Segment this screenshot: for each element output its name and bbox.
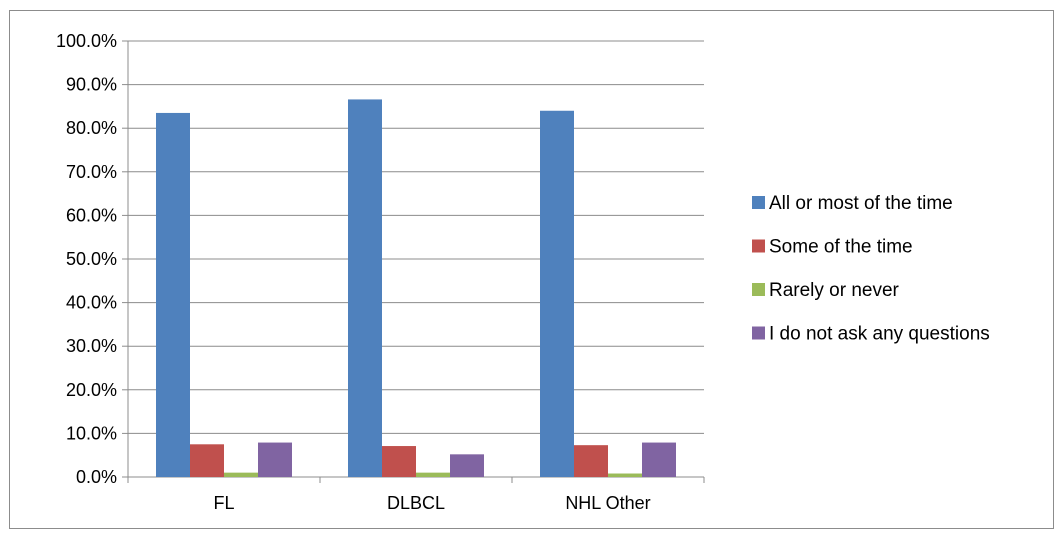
y-tick-label: 90.0% bbox=[66, 75, 117, 95]
bar bbox=[416, 472, 450, 477]
legend-label: All or most of the time bbox=[769, 193, 953, 214]
y-tick-label: 70.0% bbox=[66, 162, 117, 182]
y-tick-label: 30.0% bbox=[66, 336, 117, 356]
bars bbox=[156, 99, 676, 477]
legend-label: I do not ask any questions bbox=[769, 324, 990, 345]
y-tick-label: 80.0% bbox=[66, 118, 117, 138]
bar bbox=[156, 112, 190, 477]
bar bbox=[258, 442, 292, 477]
y-tick-label: 10.0% bbox=[66, 423, 117, 443]
legend-swatch bbox=[752, 283, 765, 296]
bar bbox=[224, 472, 258, 477]
bar bbox=[190, 444, 224, 477]
y-tick-label: 0.0% bbox=[76, 467, 117, 487]
gridlines bbox=[128, 40, 704, 434]
legend-swatch bbox=[752, 196, 765, 209]
legend-swatch bbox=[752, 239, 765, 253]
y-tick-label: 50.0% bbox=[66, 249, 117, 269]
y-tick-label: 40.0% bbox=[66, 293, 117, 313]
legend-label: Some of the time bbox=[769, 237, 913, 258]
legend-label: Rarely or never bbox=[769, 280, 900, 301]
y-tick-label: 20.0% bbox=[66, 380, 117, 400]
legend-swatch bbox=[752, 326, 765, 340]
y-tick-label: 100.0% bbox=[56, 31, 117, 51]
bar bbox=[450, 454, 484, 477]
y-axis-tick-labels: 0.0% 10.0% 20.0% 30.0% 40.0% 50.0% 60.0% 70.0% 8… bbox=[56, 31, 117, 487]
x-axis-tick-labels: FL DLBCL NHL Other bbox=[213, 493, 650, 513]
x-tick-label: DLBCL bbox=[387, 493, 445, 513]
bar bbox=[574, 445, 608, 477]
axes bbox=[122, 40, 705, 483]
bar bbox=[540, 110, 574, 477]
x-tick-label: FL bbox=[213, 493, 234, 513]
legend: All or most of the time Some of the time R… bbox=[752, 193, 990, 345]
y-tick-label: 60.0% bbox=[66, 205, 117, 225]
x-tick-label: NHL Other bbox=[565, 493, 650, 513]
bar bbox=[642, 442, 676, 477]
bar bbox=[608, 473, 642, 477]
bar bbox=[382, 446, 416, 477]
bar bbox=[348, 99, 382, 477]
